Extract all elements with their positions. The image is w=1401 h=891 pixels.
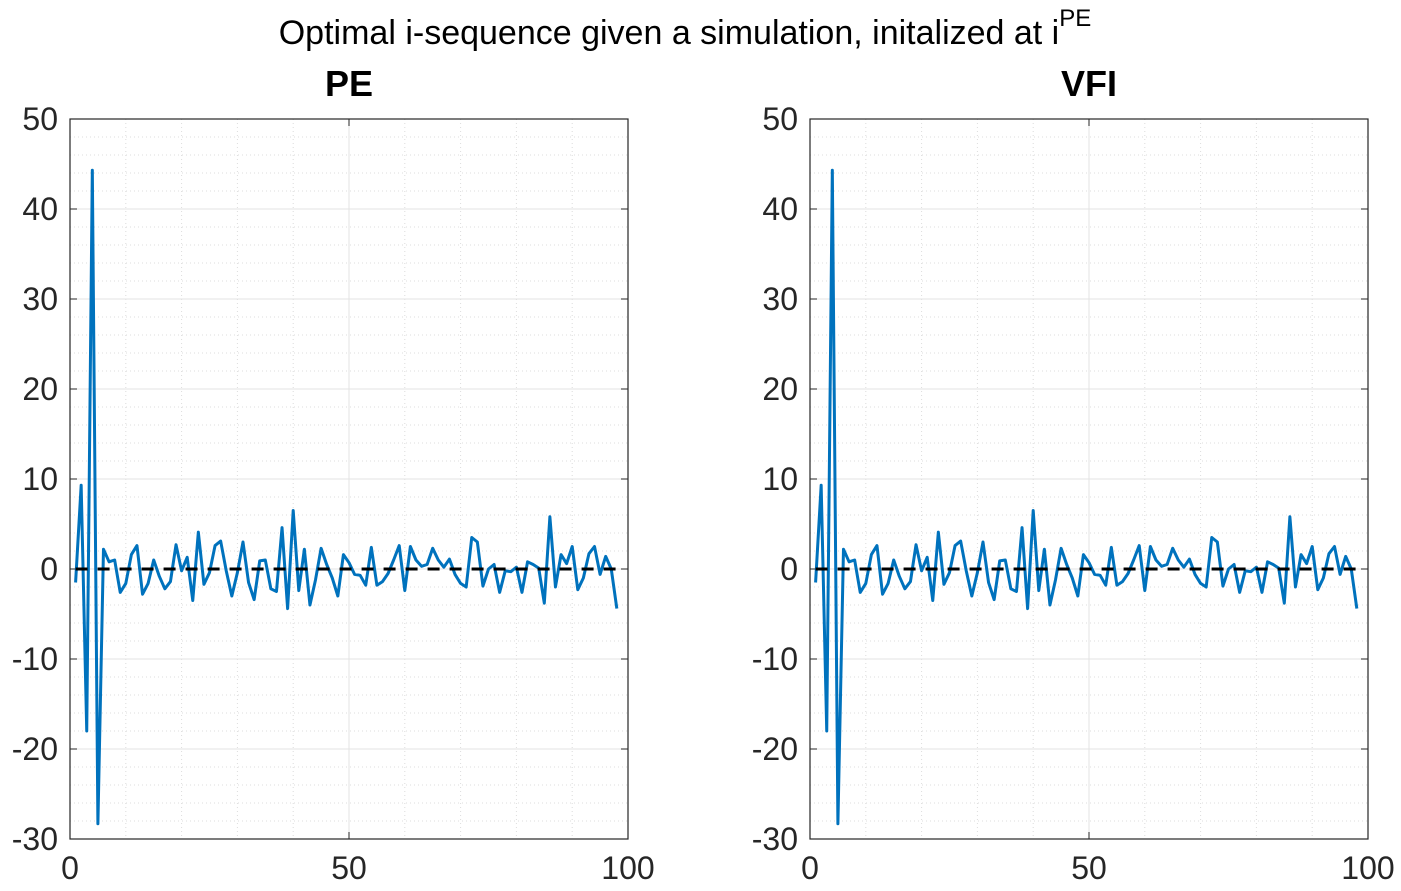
y-tick-label: 30 [762, 281, 798, 317]
y-tick-label: -10 [752, 641, 798, 677]
data-line [814, 168, 1359, 826]
y-tick-label: 40 [762, 191, 798, 227]
x-tick-label: 0 [801, 850, 819, 886]
x-tick-label: 100 [1341, 850, 1394, 886]
x-tick-label: 50 [1071, 850, 1107, 886]
y-tick-label: 0 [780, 551, 798, 587]
axes-box [69, 118, 629, 840]
suptitle: Optimal i-sequence given a simulation, i… [279, 5, 1092, 52]
suptitle-text: Optimal i-sequence given a simulation, i… [279, 14, 1060, 52]
y-tick-label: 0 [40, 551, 58, 587]
y-tick-label: 10 [22, 461, 58, 497]
y-tick-label: -10 [12, 641, 58, 677]
y-tick-label: 40 [22, 191, 58, 227]
y-tick-label: 50 [22, 101, 58, 137]
axes-box [809, 118, 1369, 840]
y-tick-label: 50 [762, 101, 798, 137]
chart-title: VFI [1061, 63, 1117, 104]
y-tick-label: 20 [762, 371, 798, 407]
y-tick-label: 30 [22, 281, 58, 317]
x-tick-label: 100 [601, 850, 654, 886]
y-tick-label: 10 [762, 461, 798, 497]
y-tick-label: -20 [12, 731, 58, 767]
suptitle-superscript: PE [1059, 5, 1091, 32]
y-tick-label: -20 [752, 731, 798, 767]
chart-title: PE [325, 63, 373, 104]
x-tick-label: 50 [331, 850, 367, 886]
y-tick-label: -30 [12, 821, 58, 857]
x-tick-label: 0 [61, 850, 79, 886]
data-line [74, 168, 619, 826]
y-tick-label: -30 [752, 821, 798, 857]
y-tick-label: 20 [22, 371, 58, 407]
